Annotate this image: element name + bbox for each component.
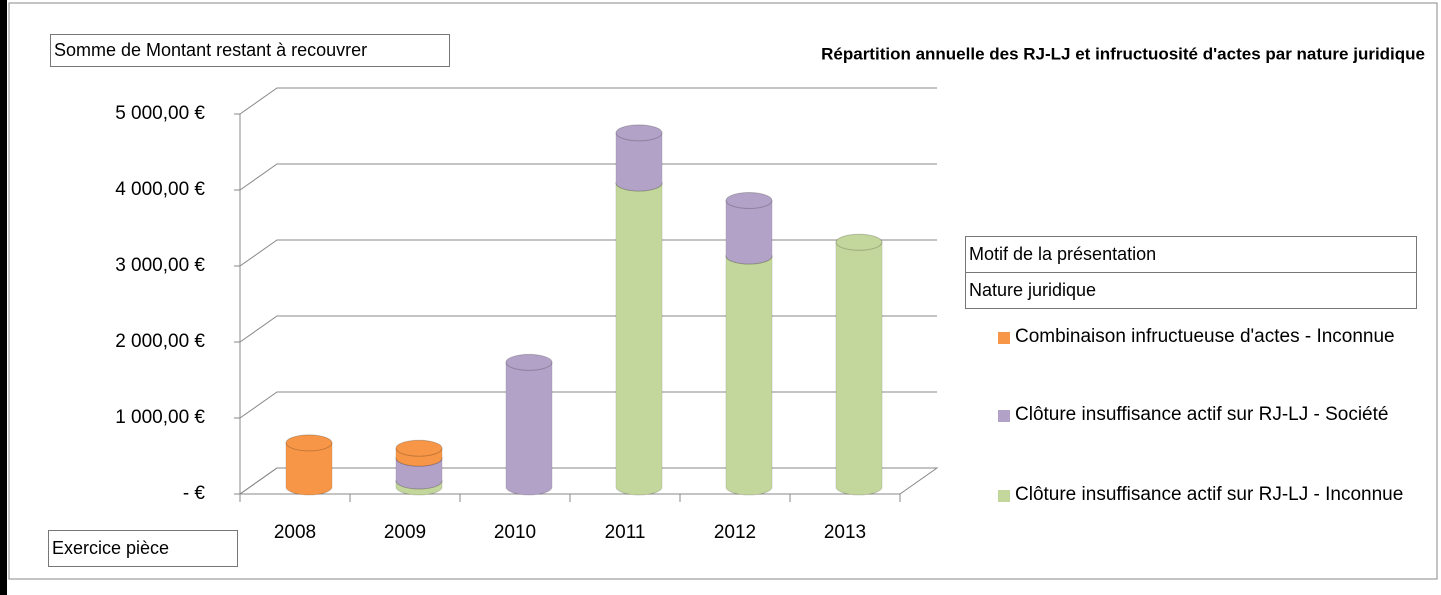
cylinder [395,439,443,467]
y-tick-label: 2 000,00 € [115,331,205,352]
cylinder [725,191,773,265]
legend-label: Clôture insuffisance actif sur RJ-LJ - I… [1015,484,1404,505]
legend-field-button[interactable]: Nature juridique [965,272,1417,309]
grid-line [239,467,937,495]
cylinder [835,233,883,496]
y-tick-label: - € [183,483,206,504]
cylinder-top [285,434,333,452]
cylinder-shade [836,242,882,487]
grid-line [239,391,937,419]
x-tick-label: 2008 [274,522,316,543]
cylinder-shade [726,200,772,256]
y-field-button[interactable]: Somme de Montant restant à recouvrer [50,34,450,67]
grid-line [239,87,937,115]
cylinder-top [395,439,443,457]
y-tick-label: 3 000,00 € [115,255,205,276]
legend-field-button[interactable]: Motif de la présentation [965,236,1417,273]
cylinder-shade [616,183,662,487]
cylinder [615,174,663,496]
cylinder [725,247,773,496]
floor [238,467,939,495]
x-tick-label: 2013 [824,522,866,543]
cylinder-top [725,191,773,209]
x-field-button[interactable]: Exercice pièce [48,530,238,567]
cylinder-top [615,124,663,142]
y-tick-label: 5 000,00 € [115,103,205,124]
cylinder [505,353,553,496]
cylinder-shade [726,255,772,487]
x-tick-label: 2010 [494,522,536,543]
legend-label: Clôture insuffisance actif sur RJ-LJ - S… [1015,404,1389,425]
legend-swatch [998,332,1010,344]
legend-label: Combinaison infructueuse d'actes - Incon… [1015,326,1395,347]
x-tick-label: 2011 [605,522,646,543]
y-tick-label: 4 000,00 € [115,179,205,200]
cylinder [285,434,333,496]
cylinder-shade [616,132,662,183]
left-edge [0,0,7,595]
chart-border [8,2,1438,580]
grid-line [239,239,937,267]
legend-swatch [998,490,1010,502]
legend-item: Clôture insuffisance actif sur RJ-LJ - S… [998,398,1418,431]
grid-line [239,315,937,343]
legend-item: Combinaison infructueuse d'actes - Incon… [998,320,1418,353]
x-tick-label: 2012 [714,522,756,543]
x-tick-label: 2009 [384,522,426,543]
y-tick-label: 1 000,00 € [115,407,205,428]
grid-line [239,163,937,191]
cylinder-shade [506,362,552,487]
legend-swatch [998,410,1010,422]
cylinder-top [835,233,883,251]
legend-item: Clôture insuffisance actif sur RJ-LJ - I… [998,478,1418,511]
chart-title: Répartition annuelle des RJ-LJ et infruc… [821,44,1425,63]
cylinder [615,124,663,192]
cylinder-top [505,353,553,371]
